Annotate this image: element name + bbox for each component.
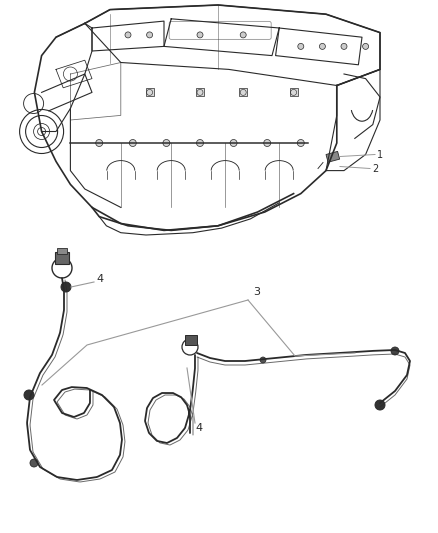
Bar: [55, 252, 69, 264]
Bar: [326, 151, 339, 162]
Circle shape: [298, 43, 304, 50]
Text: 2: 2: [372, 164, 378, 174]
Circle shape: [147, 32, 152, 38]
Bar: [196, 88, 204, 96]
Circle shape: [129, 140, 136, 147]
Circle shape: [24, 390, 34, 400]
Circle shape: [197, 140, 204, 147]
Bar: [290, 88, 297, 96]
Bar: [185, 335, 197, 345]
Circle shape: [391, 347, 399, 355]
Circle shape: [95, 140, 102, 147]
Text: 4: 4: [195, 423, 202, 433]
Circle shape: [125, 32, 131, 38]
Circle shape: [260, 357, 266, 363]
Circle shape: [264, 140, 271, 147]
Text: 4: 4: [96, 274, 103, 284]
Circle shape: [163, 140, 170, 147]
Circle shape: [197, 32, 203, 38]
Circle shape: [230, 140, 237, 147]
Text: 1: 1: [377, 149, 383, 159]
Circle shape: [61, 282, 71, 292]
Text: 3: 3: [253, 287, 260, 297]
Circle shape: [363, 43, 369, 50]
Circle shape: [30, 459, 38, 467]
Bar: [57, 248, 67, 254]
Circle shape: [319, 43, 325, 50]
Circle shape: [240, 32, 246, 38]
Circle shape: [375, 400, 385, 410]
Circle shape: [297, 140, 304, 147]
Circle shape: [341, 43, 347, 50]
Bar: [239, 88, 247, 96]
Bar: [145, 88, 154, 96]
